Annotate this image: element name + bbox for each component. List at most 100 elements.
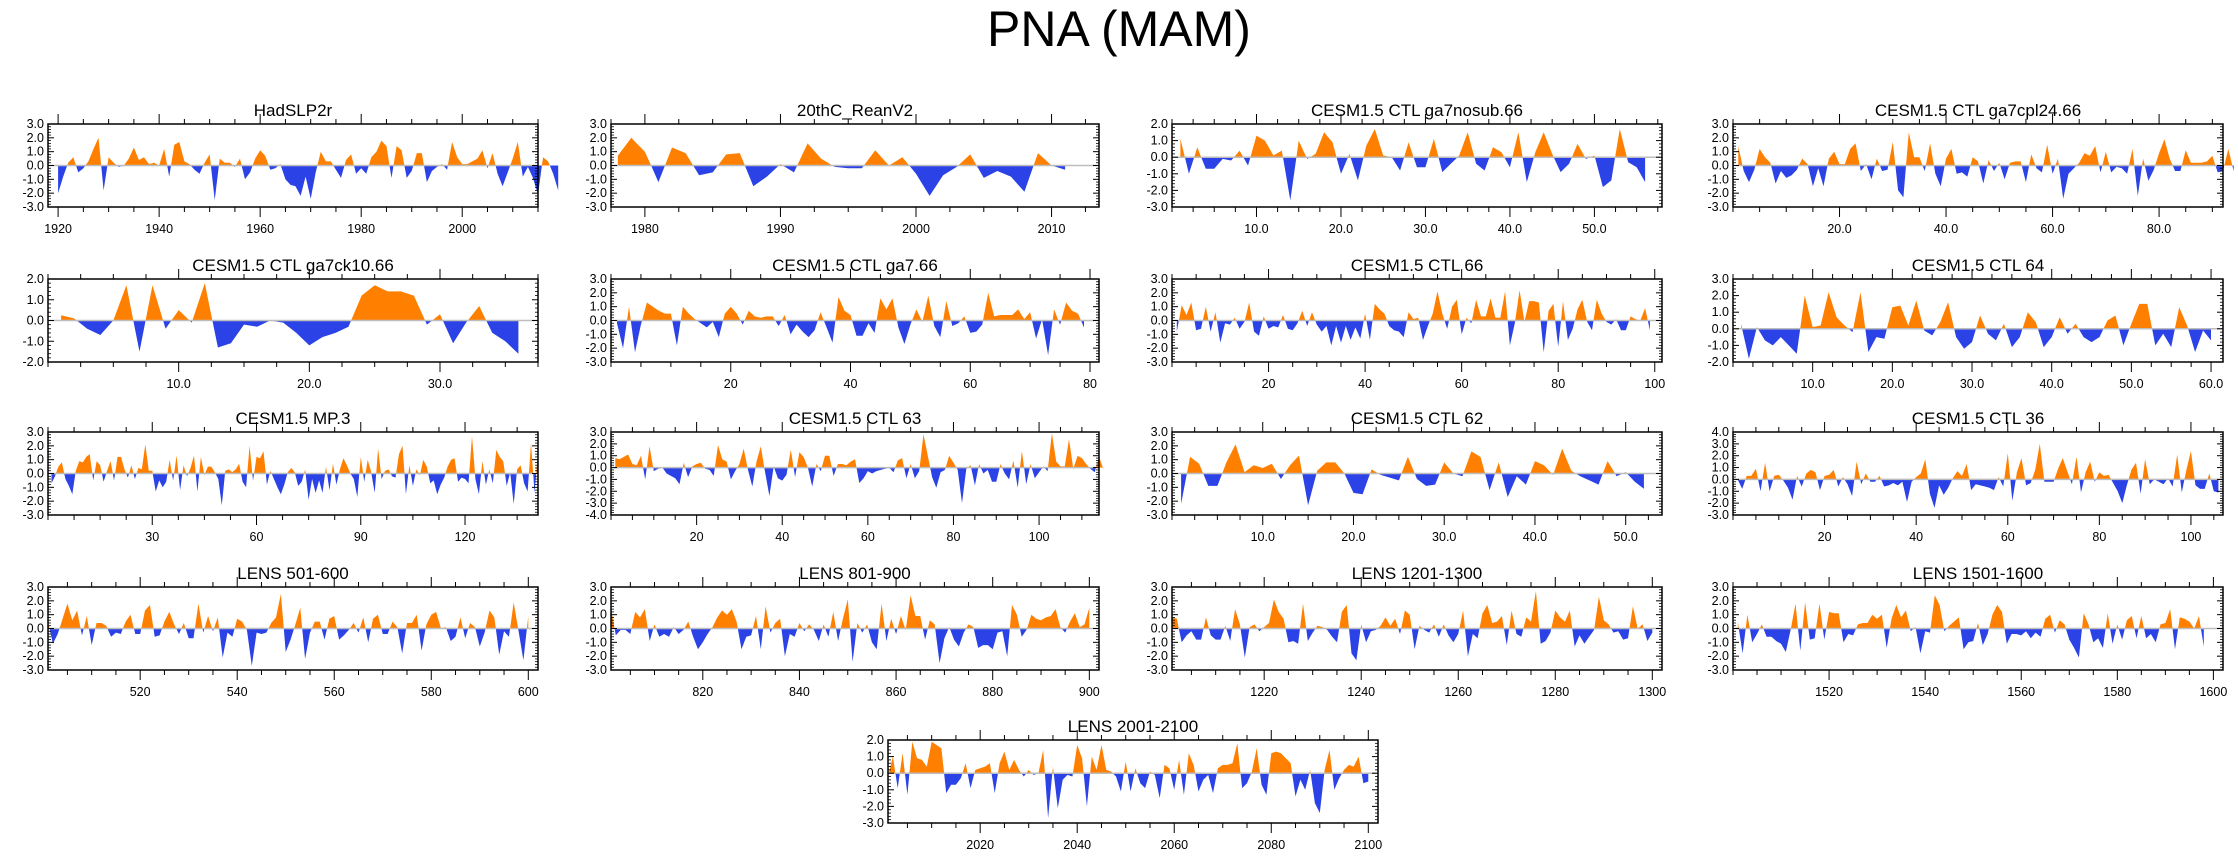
y-tick-label: 0.0: [867, 766, 884, 780]
y-tick-label: 2.0: [1151, 286, 1168, 300]
y-tick-label: 3.0: [27, 425, 44, 439]
panel-title: CESM1.5 CTL 63: [789, 409, 922, 428]
y-tick-label: -3.0: [1146, 663, 1168, 677]
panel-12: LENS 501-600 3.02.01.00.0-1.0-2.0-3.0 520 5…: [22, 564, 538, 699]
panel-15: LENS 1501-1600 3.02.01.00.0-1.0-2.0-3.0 15…: [1707, 564, 2227, 699]
y-tick-label: 1.0: [590, 145, 607, 159]
x-tick-label: 60.0: [2199, 377, 2223, 391]
x-tick-label: 1540: [1911, 685, 1939, 699]
y-tick-label: 1.0: [27, 145, 44, 159]
y-tick-label: 3.0: [27, 117, 44, 131]
y-tick-label: 1.0: [590, 608, 607, 622]
y-tick-label: 0.0: [590, 622, 607, 636]
y-tick-label: 3.0: [1151, 425, 1168, 439]
y-tick-label: 0.0: [27, 622, 44, 636]
x-tick-label: 1960: [246, 222, 274, 236]
x-tick-label: 1600: [2199, 685, 2227, 699]
x-tick-label: 2040: [1063, 838, 1091, 852]
x-tick-label: 880: [982, 685, 1003, 699]
panel-title: HadSLP2r: [254, 101, 333, 120]
negative-area: [888, 773, 1369, 818]
positive-area: [1738, 132, 2234, 166]
positive-area: [617, 137, 1066, 166]
x-tick-label: 1940: [145, 222, 173, 236]
negative-area: [1738, 165, 2234, 199]
x-tick-label: 100: [2181, 530, 2202, 544]
y-tick-label: 2.0: [27, 131, 44, 145]
x-tick-label: 820: [692, 685, 713, 699]
positive-area: [1176, 290, 1650, 321]
y-tick-label: -2.0: [1146, 183, 1168, 197]
x-tick-label: 50.0: [1614, 530, 1638, 544]
x-tick-label: 2010: [1038, 222, 1066, 236]
x-tick-label: 30.0: [1960, 377, 1984, 391]
x-tick-label: 20.0: [297, 377, 321, 391]
positive-area: [888, 741, 1369, 774]
x-tick-label: 80: [1083, 377, 1097, 391]
x-tick-label: 560: [324, 685, 345, 699]
x-tick-label: 2020: [966, 838, 994, 852]
y-tick-label: -3.0: [22, 200, 44, 214]
y-tick-label: 0.0: [1712, 472, 1729, 486]
panel-4: CESM1.5 CTL ga7ck10.66 2.0 1.0 0.0 -1.0 -2.0 1…: [22, 256, 539, 391]
y-tick-label: 0.0: [27, 159, 44, 173]
y-tick-label: -2.0: [22, 494, 44, 508]
negative-area: [61, 320, 519, 354]
negative-area: [1737, 628, 2204, 658]
x-tick-label: 2100: [1354, 838, 1382, 852]
x-tick-label: 1220: [1250, 685, 1278, 699]
y-tick-label: -3.0: [1146, 355, 1168, 369]
y-tick-label: -3.0: [1146, 508, 1168, 522]
x-tick-label: 60.0: [2040, 222, 2064, 236]
y-tick-label: -1.0: [1707, 635, 1729, 649]
positive-area: [1737, 595, 2204, 629]
x-tick-label: 30.0: [1432, 530, 1456, 544]
x-tick-label: 20.0: [1341, 530, 1365, 544]
panel-title: LENS 801-900: [799, 564, 911, 583]
plot-frame: [610, 431, 1100, 516]
panel-16: LENS 2001-2100 2.0 1.0 0.0 -1.0 -2.0 -3.0 2020 2…: [862, 717, 1382, 852]
negative-area: [615, 467, 1104, 504]
y-tick-label: 0.0: [1151, 622, 1168, 636]
panel-title: 20thC_ReanV2: [797, 101, 913, 120]
panel-13: LENS 801-900 3.02.01.00.0-1.0-2.0-3.0 820 8…: [585, 564, 1099, 699]
negative-area: [1741, 328, 2211, 359]
panel-9: CESM1.5 CTL 63 3.02.01.00.0-1.0-2.0-3.0-4…: [585, 409, 1104, 544]
x-tick-label: 40.0: [2040, 377, 2064, 391]
panel-title: CESM1.5 MP.3: [236, 409, 351, 428]
y-tick-label: 1.0: [590, 300, 607, 314]
y-tick-label: -2.0: [585, 649, 607, 663]
panel-5: CESM1.5 CTL ga7.66 3.02.01.00.0-1.0-2.0-3…: [585, 256, 1100, 391]
x-tick-label: 80: [1551, 377, 1565, 391]
y-tick-label: 1.0: [1151, 300, 1168, 314]
y-tick-label: -1.0: [585, 635, 607, 649]
y-tick-label: -3.0: [585, 663, 607, 677]
x-tick-label: 60: [963, 377, 977, 391]
y-tick-label: 1.0: [1151, 608, 1168, 622]
positive-area: [51, 436, 538, 474]
x-tick-label: 20: [724, 377, 738, 391]
y-tick-label: -3.0: [1707, 508, 1729, 522]
y-tick-label: 1.0: [27, 608, 44, 622]
panel-8: CESM1.5 MP.3 3.02.01.00.0-1.0-2.0-3.0 30 60…: [22, 409, 539, 544]
y-tick-label: 0.0: [1712, 322, 1729, 336]
y-tick-label: 3.0: [590, 580, 607, 594]
y-tick-label: -1.0: [1707, 484, 1729, 498]
x-tick-label: 40: [775, 530, 789, 544]
panel-title: CESM1.5 CTL ga7cpl24.66: [1875, 101, 2081, 120]
y-tick-label: -3.0: [585, 496, 607, 510]
y-tick-label: -1.0: [22, 480, 44, 494]
y-tick-label: 1.0: [590, 449, 607, 463]
x-tick-label: 20: [1818, 530, 1832, 544]
y-tick-label: -2.0: [1146, 341, 1168, 355]
panel-title: CESM1.5 CTL ga7nosub.66: [1311, 101, 1523, 120]
x-tick-label: 40: [844, 377, 858, 391]
x-tick-label: 2060: [1160, 838, 1188, 852]
negative-area: [611, 628, 1090, 664]
x-tick-label: 30: [145, 530, 159, 544]
y-tick-label: 3.0: [590, 117, 607, 131]
negative-area: [51, 473, 538, 506]
panel-6: CESM1.5 CTL 66 3.02.01.00.0-1.0-2.0-3.0 20…: [1146, 256, 1665, 391]
x-tick-label: 1560: [2007, 685, 2035, 699]
